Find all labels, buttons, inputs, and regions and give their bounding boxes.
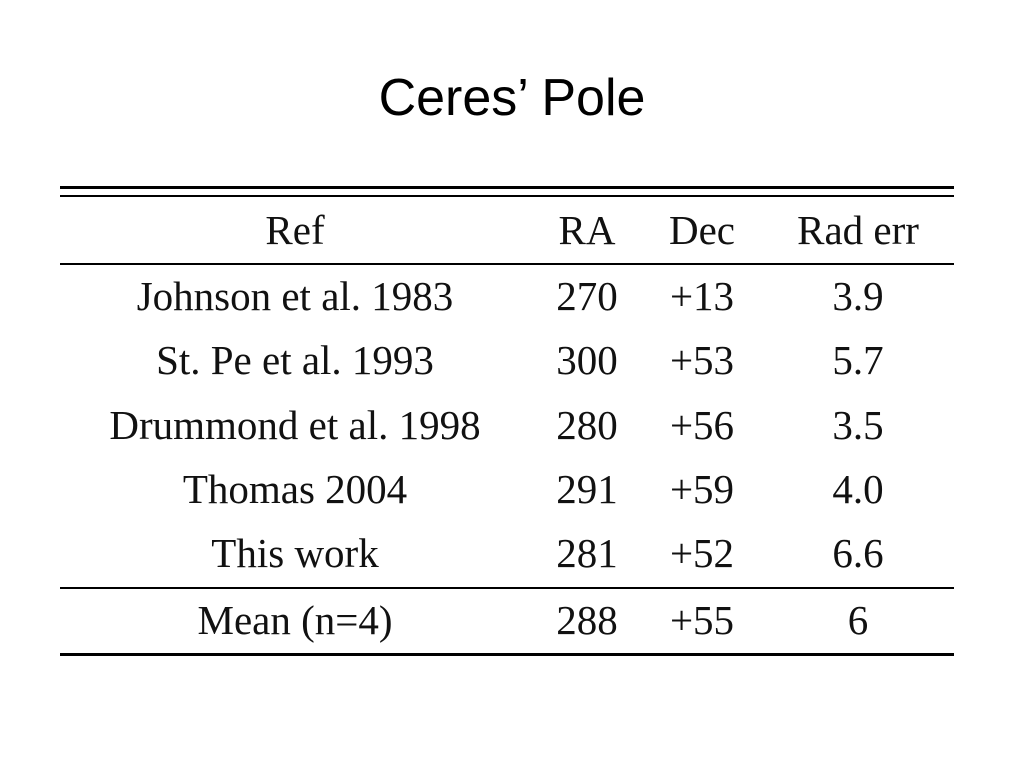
footer-cell: 288 (556, 597, 618, 643)
table-rule (60, 263, 954, 265)
header-cell: Rad err (797, 207, 919, 253)
table-cell: +53 (669, 337, 735, 384)
table-rule (60, 186, 954, 189)
footer-cell: Mean (n=4) (197, 597, 393, 643)
table-cell: +59 (669, 465, 735, 512)
table-cell: 270 (556, 273, 618, 319)
table-cell: 280 (556, 401, 618, 448)
footer-cell: +55 (669, 597, 735, 643)
table-rule (60, 587, 954, 589)
table-cell: Drummond et al. 1998 (109, 401, 481, 448)
slide-title: Ceres’ Pole (378, 69, 646, 127)
table-cell: 3.9 (832, 273, 884, 319)
table-cell: 6.6 (832, 530, 884, 577)
table-cell: This work (211, 530, 379, 577)
header-cell: Ref (265, 207, 325, 253)
table-cell: +52 (669, 530, 735, 577)
table-rule (60, 195, 954, 197)
header-cell: RA (558, 207, 616, 253)
header-cell: Dec (668, 207, 736, 253)
footer-cell: 6 (847, 597, 869, 643)
table-cell: 3.5 (832, 401, 884, 448)
table-rule (60, 653, 954, 656)
table-cell: 291 (556, 465, 618, 512)
table-cell: 281 (556, 530, 618, 577)
table-cell: Thomas 2004 (182, 465, 408, 512)
table-cell: 5.7 (832, 337, 884, 384)
table-cell: +13 (669, 273, 735, 319)
table-cell: 4.0 (832, 465, 884, 512)
table-cell: Johnson et al. 1983 (136, 273, 454, 319)
table-cell: 300 (556, 337, 618, 384)
table-cell: +56 (669, 401, 735, 448)
table-cell: St. Pe et al. 1993 (156, 337, 434, 384)
